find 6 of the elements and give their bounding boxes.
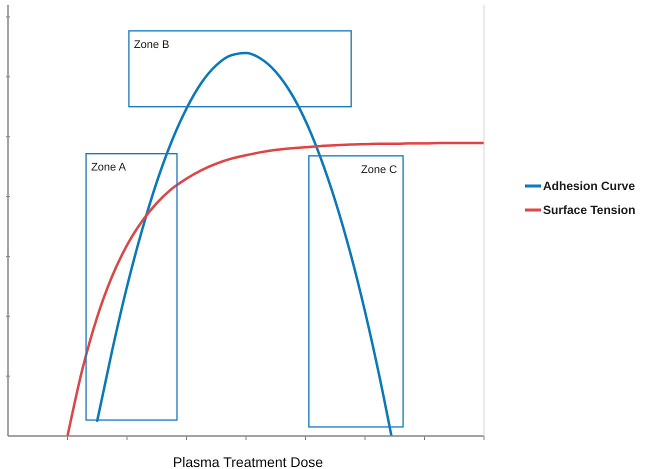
legend-label: Adhesion Curve <box>543 179 636 193</box>
x-axis-title: Plasma Treatment Dose <box>172 454 324 469</box>
text: Zone B <box>134 38 170 51</box>
legend-label: Surface Tension <box>543 203 636 217</box>
annotation: Zone C <box>361 164 398 176</box>
annotation: Zone A <box>91 162 127 174</box>
